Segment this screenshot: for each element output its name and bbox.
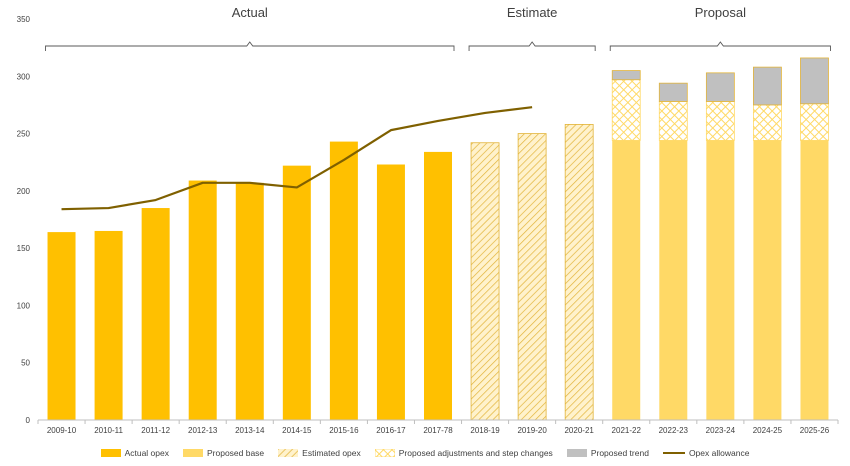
opex-chart: 0 50 100 150 200 250 300 350 Actual Estimate Prop…: [17, 5, 839, 435]
bar-proposed-base: [753, 140, 782, 420]
bar-proposed-adjustments: [705, 101, 735, 141]
y-tick-label: 250: [17, 130, 31, 139]
section-bracket: [468, 41, 596, 51]
bar-proposed-trend: [800, 57, 829, 105]
x-tick-label: 2023-24: [706, 426, 736, 435]
legend-item-adjustments: Proposed adjustments and step changes: [374, 448, 553, 458]
bar-actual-opex: [424, 151, 452, 420]
bar-proposed-base: [800, 140, 829, 420]
section-bracket: [609, 41, 831, 51]
section-bracket: [45, 41, 455, 51]
legend-label-actual-opex: Actual opex: [124, 448, 169, 458]
bar-proposed-trend: [705, 72, 735, 102]
y-tick-label: 100: [17, 301, 31, 310]
section-brackets: Actual Estimate Proposal: [45, 5, 831, 51]
section-label: Proposal: [695, 5, 746, 20]
bar-proposed-trend: [658, 82, 688, 102]
bar-estimated-opex: [470, 142, 500, 421]
x-tick-label: 2019-20: [517, 426, 547, 435]
legend-item-proposed-trend: Proposed trend: [566, 448, 649, 458]
x-tick-label: 2022-23: [659, 426, 689, 435]
bar-proposed-trend: [611, 70, 641, 81]
section-label: Estimate: [507, 5, 558, 20]
x-tick-label: 2018-19: [470, 426, 500, 435]
legend-swatch-opex-allowance: [662, 452, 685, 454]
x-tick-label: 2013-14: [235, 426, 265, 435]
x-tick-label: 2011-12: [141, 426, 170, 435]
legend-label-adjustments: Proposed adjustments and step changes: [398, 448, 553, 458]
bar-actual-opex: [141, 208, 170, 420]
bar-proposed-adjustments: [611, 79, 641, 141]
x-tick-label: 2025-26: [800, 426, 830, 435]
x-tick-label: 2012-13: [188, 426, 218, 435]
x-tick-label: 2015-16: [329, 426, 359, 435]
y-axis: 0 50 100 150 200 250 300 350: [17, 15, 31, 425]
legend-swatch-adjustments: [374, 449, 395, 457]
x-tick-label: 2021-22: [612, 426, 642, 435]
y-tick-label: 350: [17, 15, 31, 24]
x-tick-label: 2009-10: [47, 426, 77, 435]
bar-actual-opex: [47, 232, 76, 420]
bar-proposed-adjustments: [658, 101, 688, 141]
legend-item-opex-allowance: Opex allowance: [662, 448, 750, 458]
opex-allowance-line-path: [61, 106, 533, 211]
bars: [47, 57, 829, 421]
x-tick-label: 2024-25: [753, 426, 783, 435]
y-tick-label: 0: [26, 416, 31, 425]
x-tick-label: 2014-15: [282, 426, 312, 435]
y-tick-label: 50: [21, 359, 30, 368]
legend-label-proposed-trend: Proposed trend: [590, 448, 649, 458]
section-label: Actual: [232, 5, 268, 20]
y-tick-label: 150: [17, 244, 31, 253]
bar-actual-opex: [282, 165, 311, 420]
bar-actual-opex: [376, 164, 405, 420]
bar-proposed-base: [612, 140, 641, 420]
bar-estimated-opex: [564, 124, 594, 421]
y-tick-label: 200: [17, 187, 31, 196]
y-tick-label: 300: [17, 72, 31, 81]
bar-actual-opex: [235, 182, 264, 420]
legend-label-estimated-opex: Estimated opex: [302, 448, 361, 458]
legend-item-proposed-base: Proposed base: [182, 448, 265, 458]
x-tick-label: 2020-21: [564, 426, 594, 435]
legend-swatch-estimated-opex: [278, 449, 299, 457]
x-axis: 2009-10 2010-11 2011-12 2012-13 2013-14 2014-…: [37, 419, 839, 435]
x-tick-label: 2017-78: [423, 426, 453, 435]
legend-swatch-proposed-trend: [566, 449, 587, 457]
opex-allowance-line: [61, 106, 533, 211]
legend-item-estimated-opex: Estimated opex: [278, 448, 361, 458]
legend-swatch-actual-opex: [100, 449, 121, 457]
legend-swatch-proposed-base: [182, 449, 203, 457]
bar-actual-opex: [94, 230, 123, 420]
bar-proposed-adjustments: [753, 104, 782, 141]
bar-proposed-adjustments: [800, 103, 829, 141]
x-tick-label: 2010-11: [94, 426, 123, 435]
bar-proposed-base: [706, 140, 735, 420]
x-tick-label: 2016-17: [376, 426, 406, 435]
legend-label-proposed-base: Proposed base: [206, 448, 265, 458]
legend: Actual opex Proposed base Estimated opex…: [0, 445, 850, 461]
bar-actual-opex: [188, 180, 217, 420]
bar-proposed-base: [659, 140, 688, 420]
bar-estimated-opex: [517, 133, 547, 421]
bar-proposed-trend: [753, 66, 782, 106]
legend-item-actual-opex: Actual opex: [100, 448, 169, 458]
bar-actual-opex: [329, 141, 358, 420]
legend-label-opex-allowance: Opex allowance: [688, 448, 750, 458]
